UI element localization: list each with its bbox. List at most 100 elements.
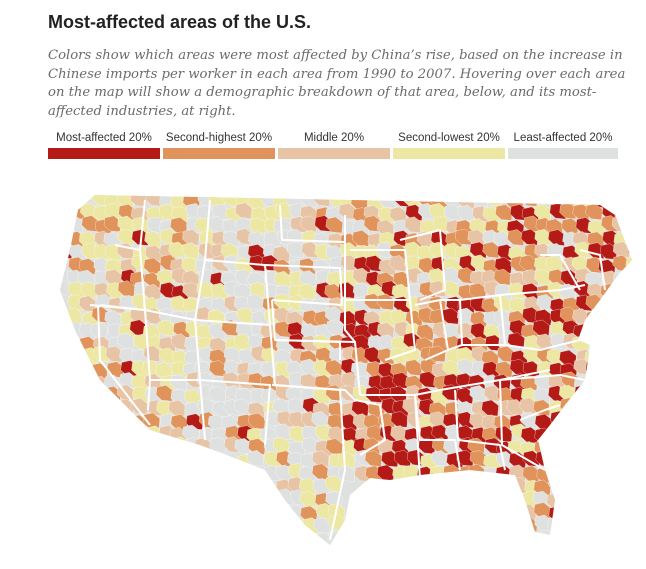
commuting-zone[interactable]	[352, 385, 370, 402]
commuting-zone[interactable]	[588, 517, 606, 534]
commuting-zone[interactable]	[94, 410, 113, 428]
commuting-zone[interactable]	[78, 438, 96, 455]
commuting-zone[interactable]	[626, 219, 644, 237]
commuting-zone[interactable]	[625, 399, 643, 416]
commuting-zone[interactable]	[92, 425, 111, 442]
commuting-zone[interactable]	[624, 295, 642, 312]
commuting-zone[interactable]	[558, 452, 576, 469]
commuting-zone[interactable]	[560, 544, 578, 560]
commuting-zone[interactable]	[613, 425, 631, 442]
commuting-zone[interactable]	[274, 423, 292, 440]
commuting-zone[interactable]	[573, 490, 592, 507]
commuting-zone[interactable]	[482, 241, 500, 259]
commuting-zone[interactable]	[588, 334, 606, 352]
commuting-zone[interactable]	[171, 333, 189, 350]
commuting-zone[interactable]	[558, 466, 576, 483]
commuting-zone[interactable]	[299, 477, 317, 495]
commuting-zone[interactable]	[627, 374, 644, 391]
commuting-zone[interactable]	[495, 204, 513, 221]
commuting-zone[interactable]	[610, 335, 629, 352]
commuting-zone[interactable]	[507, 229, 525, 246]
commuting-zone[interactable]	[275, 540, 294, 557]
commuting-zone[interactable]	[610, 464, 629, 482]
commuting-zone[interactable]	[547, 466, 566, 484]
commuting-zone[interactable]	[588, 412, 607, 429]
commuting-zone[interactable]	[248, 438, 266, 455]
commuting-zone[interactable]	[588, 385, 606, 402]
commuting-zone[interactable]	[560, 505, 578, 522]
commuting-zone[interactable]	[64, 336, 82, 354]
commuting-zone[interactable]	[614, 345, 632, 362]
commuting-zone[interactable]	[52, 230, 70, 247]
commuting-zone[interactable]	[624, 307, 641, 325]
commuting-zone[interactable]	[168, 241, 186, 259]
commuting-zone[interactable]	[181, 242, 200, 259]
commuting-zone[interactable]	[106, 438, 124, 456]
commuting-zone[interactable]	[597, 424, 615, 441]
commuting-zone[interactable]	[584, 439, 603, 456]
commuting-zone[interactable]	[286, 241, 305, 258]
commuting-zone[interactable]	[81, 215, 99, 232]
commuting-zone[interactable]	[272, 245, 291, 263]
commuting-zone[interactable]	[587, 423, 606, 441]
commuting-zone[interactable]	[625, 423, 642, 440]
map-svg[interactable]	[0, 180, 646, 569]
commuting-zone[interactable]	[325, 216, 343, 234]
commuting-zone[interactable]	[624, 361, 641, 379]
commuting-zone[interactable]	[208, 323, 226, 340]
commuting-zone[interactable]	[234, 333, 252, 351]
commuting-zone[interactable]	[627, 241, 645, 259]
commuting-zone[interactable]	[56, 215, 74, 232]
commuting-zone[interactable]	[559, 306, 578, 323]
commuting-zone[interactable]	[316, 544, 334, 561]
commuting-zone[interactable]	[324, 543, 342, 560]
commuting-zone[interactable]	[429, 280, 447, 297]
commuting-zone[interactable]	[56, 336, 73, 354]
commuting-zone[interactable]	[572, 439, 590, 457]
commuting-zone[interactable]	[571, 412, 589, 430]
commuting-zone[interactable]	[246, 450, 265, 467]
commuting-zone[interactable]	[600, 190, 618, 207]
commuting-zone[interactable]	[614, 190, 632, 207]
commuting-zone[interactable]	[81, 375, 99, 392]
commuting-zone[interactable]	[324, 306, 343, 323]
commuting-zone[interactable]	[67, 427, 85, 444]
commuting-zone[interactable]	[195, 465, 214, 482]
commuting-zone[interactable]	[623, 413, 641, 430]
commuting-zone[interactable]	[302, 543, 321, 559]
commuting-zone[interactable]	[108, 427, 126, 444]
commuting-zone[interactable]	[209, 437, 227, 454]
commuting-zone[interactable]	[442, 267, 460, 284]
commuting-zone[interactable]	[211, 463, 229, 480]
commuting-zone[interactable]	[390, 411, 409, 428]
commuting-zone[interactable]	[586, 397, 604, 414]
commuting-zone[interactable]	[77, 384, 96, 402]
commuting-zone[interactable]	[550, 410, 568, 428]
commuting-zone[interactable]	[623, 203, 641, 221]
commuting-zone[interactable]	[300, 358, 318, 376]
commuting-zone[interactable]	[157, 439, 176, 456]
commuting-zone[interactable]	[155, 385, 174, 402]
commuting-zone[interactable]	[599, 322, 617, 339]
commuting-zone[interactable]	[456, 358, 475, 375]
commuting-zone[interactable]	[118, 413, 136, 431]
commuting-zone[interactable]	[585, 310, 604, 327]
commuting-zone[interactable]	[364, 293, 382, 310]
commuting-zone[interactable]	[535, 542, 553, 559]
commuting-zone[interactable]	[599, 401, 617, 418]
commuting-zone[interactable]	[547, 543, 565, 559]
commuting-zone[interactable]	[574, 542, 593, 559]
commuting-zone[interactable]	[68, 374, 86, 392]
commuting-zone[interactable]	[520, 543, 538, 560]
commuting-zone[interactable]	[182, 229, 200, 246]
commuting-zone[interactable]	[521, 269, 540, 286]
commuting-zone[interactable]	[587, 489, 605, 506]
commuting-zone[interactable]	[300, 215, 318, 232]
commuting-zone[interactable]	[376, 293, 395, 311]
commuting-zone[interactable]	[559, 492, 577, 510]
commuting-zone[interactable]	[559, 397, 578, 414]
commuting-zone[interactable]	[586, 451, 604, 468]
commuting-zone[interactable]	[610, 294, 628, 312]
commuting-zone[interactable]	[54, 359, 71, 377]
commuting-zone[interactable]	[586, 464, 604, 482]
